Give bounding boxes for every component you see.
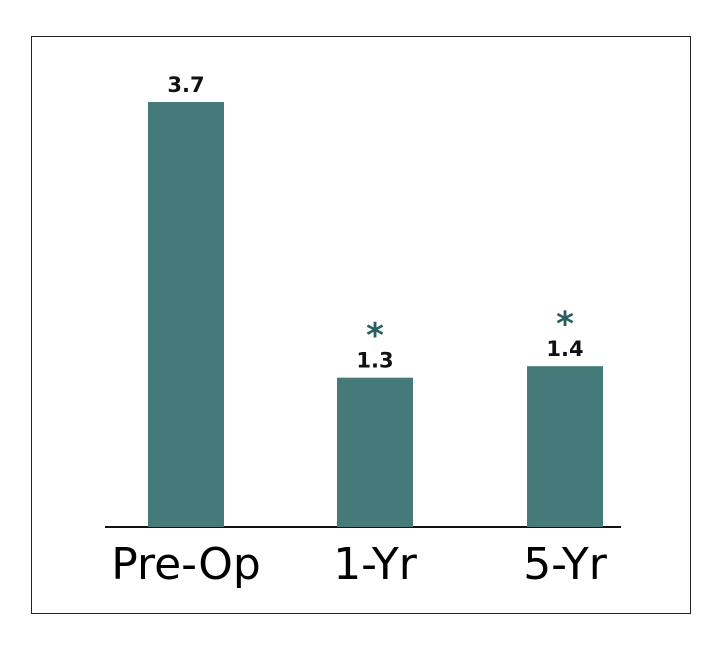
value-label: 1.3 bbox=[356, 349, 393, 373]
x-tick-label: Pre-Op bbox=[111, 539, 261, 590]
x-tick-label: 1-Yr bbox=[333, 539, 418, 590]
value-label: 3.7 bbox=[167, 73, 204, 97]
bar bbox=[148, 102, 224, 527]
bar bbox=[337, 377, 413, 527]
annotation: * bbox=[366, 316, 384, 356]
bar bbox=[527, 366, 603, 527]
x-tick-label: 5-Yr bbox=[523, 539, 608, 590]
annotation: * bbox=[556, 305, 574, 345]
value-label: 1.4 bbox=[546, 337, 583, 361]
